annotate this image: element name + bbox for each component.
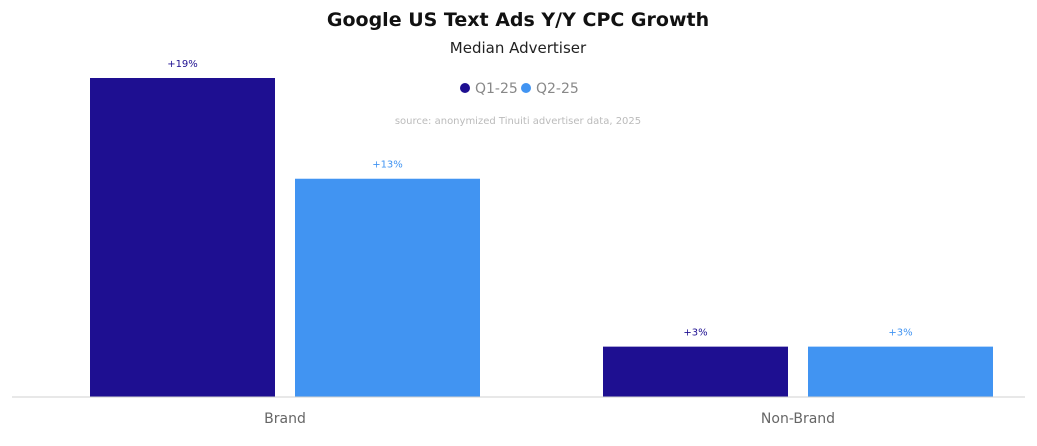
legend-label-q1: Q1-25 [475,81,518,97]
chart-title: Google US Text Ads Y/Y CPC Growth [327,9,709,31]
plot-area: +19% +13% Brand +3% +3% Non-Brand [90,59,993,427]
data-label-non-brand-q1-25: +3% [683,328,707,339]
bar-non-brand-q1-25 [603,346,788,397]
legend-swatch-q2 [521,83,531,93]
bar-brand-q1-25 [90,78,275,397]
bar-non-brand-q2-25 [808,346,993,397]
source-note: source: anonymized Tinuiti advertiser da… [395,116,641,127]
chart-subtitle: Median Advertiser [450,39,587,57]
data-label-brand-q1-25: +19% [167,59,198,70]
legend-label-q2: Q2-25 [536,81,579,97]
category-label-non-brand: Non-Brand [761,411,835,427]
data-label-brand-q2-25: +13% [372,160,403,171]
bar-brand-q2-25 [295,178,480,397]
category-label-brand: Brand [264,411,306,427]
data-label-non-brand-q2-25: +3% [888,328,912,339]
legend: Q1-25 Q2-25 [460,81,579,97]
legend-swatch-q1 [460,83,470,93]
